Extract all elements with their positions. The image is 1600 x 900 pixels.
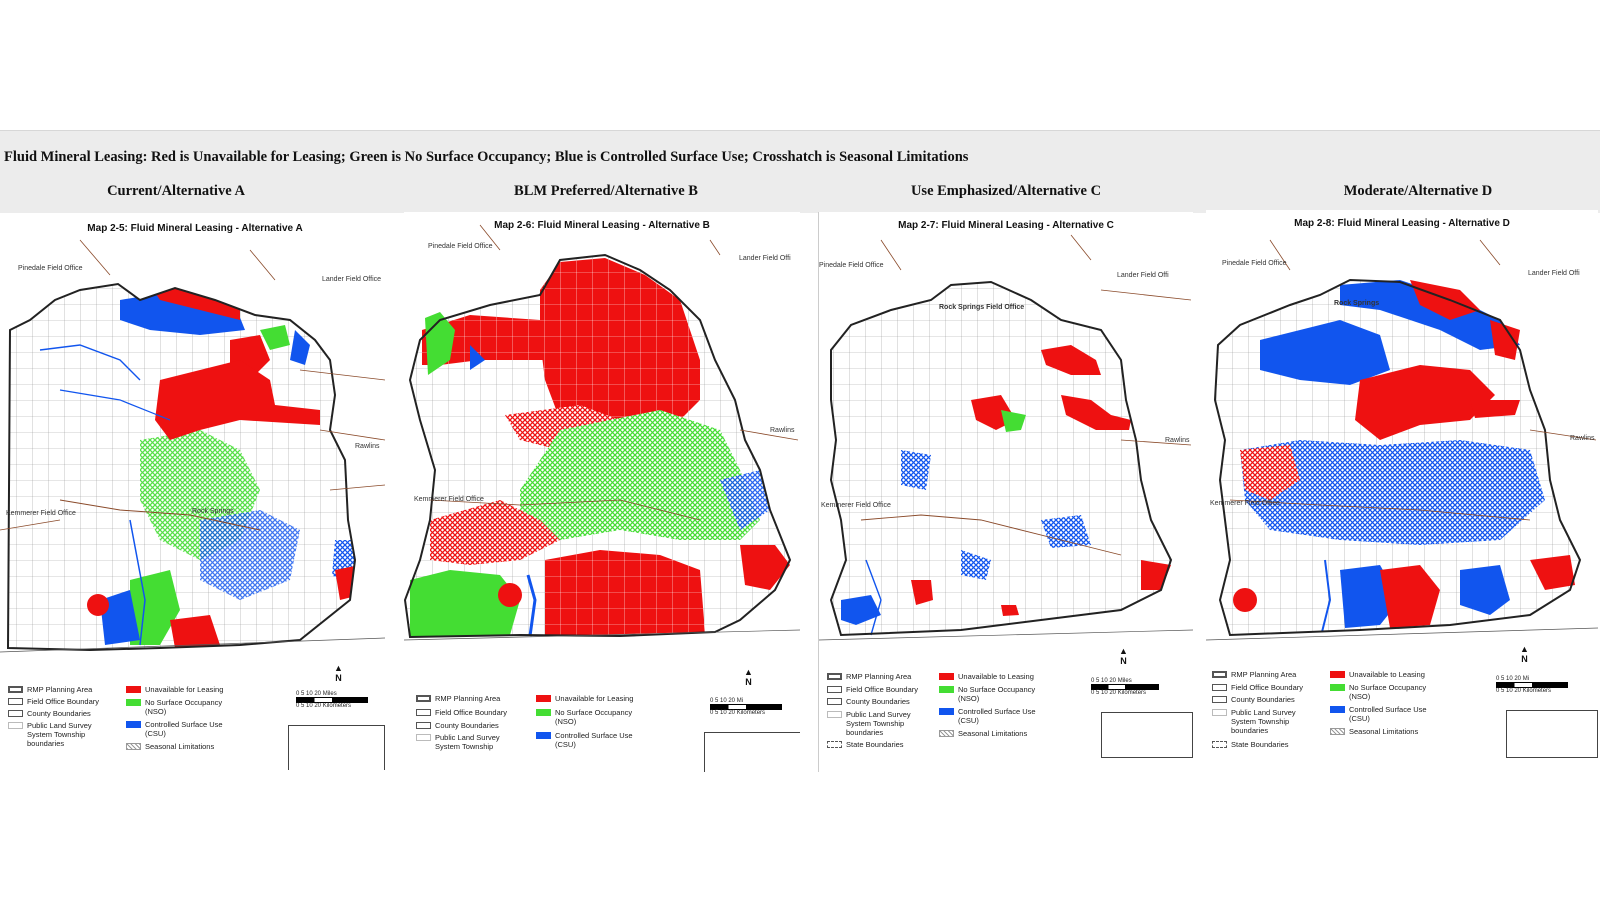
alt-b-label: BLM Preferred/Alternative B	[514, 183, 698, 199]
scale-bar: 0 5 10 20 Mi 0 5 10 20 Kilometers	[710, 698, 782, 716]
legend-county: County Boundaries	[1212, 695, 1295, 704]
legend-plss: Public Land Survey System Township	[416, 733, 516, 751]
label-pinedale: Pinedale Field Office	[1222, 260, 1287, 267]
legend-unavailable: Unavailable to Leasing	[1330, 670, 1425, 679]
map-legend: RMP Planning Area Field Office Boundary …	[1212, 670, 1592, 765]
map-a	[0, 239, 386, 653]
map-panel-b: Map 2-6: Fluid Mineral Leasing - Alterna…	[404, 212, 800, 772]
label-pinedale: Pinedale Field Office	[428, 243, 493, 250]
label-rawlins: Rawlins	[770, 427, 795, 434]
label-lander: Lander Field Offi	[1117, 272, 1169, 279]
label-pinedale: Pinedale Field Office	[18, 265, 83, 272]
legend-state: State Boundaries	[827, 740, 904, 749]
map-c	[819, 234, 1193, 641]
legend-county: County Boundaries	[416, 721, 499, 730]
label-kemmerer: Kemmerer Field Office	[1210, 500, 1280, 507]
label-pinedale: Pinedale Field Office	[819, 262, 884, 269]
scale-bar: 0 5 10 20 Miles 0 5 10 20 Kilometers	[1091, 678, 1159, 696]
legend-nso: No Surface Occupancy (NSO)	[536, 708, 646, 726]
legend-seasonal: Seasonal Limitations	[939, 729, 1027, 738]
label-kemmerer: Kemmerer Field Office	[414, 496, 484, 503]
legend-rmp: RMP Planning Area	[827, 672, 911, 681]
legend-seasonal: Seasonal Limitations	[126, 742, 214, 751]
label-rawlins: Rawlins	[355, 443, 380, 450]
legend-banner: Fluid Mineral Leasing: Red is Unavailabl…	[0, 130, 1600, 213]
legend-csu: Controlled Surface Use (CSU)	[1330, 705, 1440, 723]
legend-field-office: Field Office Boundary	[8, 697, 99, 706]
legend-nso: No Surface Occupancy (NSO)	[939, 685, 1049, 703]
legend-unavailable: Unavailable for Leasing	[126, 685, 223, 694]
legend-unavailable: Unavailable for Leasing	[536, 694, 633, 703]
label-rawlins: Rawlins	[1165, 437, 1190, 444]
alt-a-label: Current/Alternative A	[107, 183, 245, 199]
label-rock-springs: Rock Springs	[192, 508, 234, 515]
legend-unavailable: Unavailable to Leasing	[939, 672, 1034, 681]
locator-inset	[1101, 712, 1193, 758]
banner-title: Fluid Mineral Leasing: Red is Unavailabl…	[4, 149, 969, 165]
legend-county: County Boundaries	[8, 709, 91, 718]
legend-rmp: RMP Planning Area	[8, 685, 92, 694]
scale-bar: 0 5 10 20 Mi 0 5 10 20 Kilometers	[1496, 676, 1568, 694]
legend-plss: Public Land Survey System Township bound…	[8, 721, 108, 748]
legend-seasonal: Seasonal Limitations	[1330, 727, 1418, 736]
north-arrow: ▲ N	[744, 667, 753, 687]
legend-state: State Boundaries	[1212, 740, 1289, 749]
label-rawlins: Rawlins	[1570, 435, 1595, 442]
label-rock-springs: Rock Springs Field Office	[939, 304, 1025, 311]
map-legend: RMP Planning Area Field Office Boundary …	[416, 694, 796, 772]
label-kemmerer: Kemmerer Field Office	[6, 510, 76, 517]
label-lander: Lander Field Offi	[739, 255, 791, 262]
label-kemmerer: Kemmerer Field Office	[821, 502, 891, 509]
alt-c-label: Use Emphasized/Alternative C	[910, 183, 1102, 199]
map-panel-d: Map 2-8: Fluid Mineral Leasing - Alterna…	[1206, 210, 1598, 770]
legend-csu: Controlled Surface Use (CSU)	[939, 707, 1049, 725]
legend-field-office: Field Office Boundary	[827, 685, 918, 694]
north-arrow: ▲ N	[1119, 646, 1128, 666]
label-lander: Lander Field Office	[322, 276, 382, 283]
legend-rmp: RMP Planning Area	[416, 694, 500, 703]
legend-rmp: RMP Planning Area	[1212, 670, 1296, 679]
label-lander: Lander Field Offi	[1528, 270, 1580, 277]
map-title: Map 2-6: Fluid Mineral Leasing - Alterna…	[494, 220, 710, 231]
map-title: Map 2-5: Fluid Mineral Leasing - Alterna…	[87, 223, 303, 234]
scale-bar: 0 5 10 20 Miles 0 5 10 20 Kilometers	[296, 691, 368, 709]
north-arrow: ▲ N	[1520, 644, 1529, 664]
map-b	[404, 224, 800, 641]
legend-plss: Public Land Survey System Township bound…	[827, 710, 927, 737]
map-legend: RMP Planning Area Field Office Boundary …	[8, 685, 388, 770]
locator-inset	[704, 732, 800, 772]
map-title: Map 2-7: Fluid Mineral Leasing - Alterna…	[898, 220, 1114, 231]
label-rock-springs: Rock Springs	[1334, 300, 1380, 307]
map-title: Map 2-8: Fluid Mineral Leasing - Alterna…	[1294, 218, 1510, 229]
legend-csu: Controlled Surface Use (CSU)	[536, 731, 646, 749]
locator-inset	[288, 725, 385, 770]
north-arrow: ▲ N	[334, 663, 343, 683]
legend-plss: Public Land Survey System Township bound…	[1212, 708, 1312, 735]
legend-nso: No Surface Occupancy (NSO)	[1330, 683, 1440, 701]
map-d	[1206, 239, 1598, 641]
map-legend: RMP Planning Area Field Office Boundary …	[827, 672, 1187, 767]
legend-csu: Controlled Surface Use (CSU)	[126, 720, 236, 738]
map-panel-c: Map 2-7: Fluid Mineral Leasing - Alterna…	[818, 212, 1193, 772]
legend-nso: No Surface Occupancy (NSO)	[126, 698, 236, 716]
legend-field-office: Field Office Boundary	[416, 708, 507, 717]
legend-field-office: Field Office Boundary	[1212, 683, 1303, 692]
alt-d-label: Moderate/Alternative D	[1343, 183, 1493, 199]
map-panel-a: Map 2-5: Fluid Mineral Leasing - Alterna…	[0, 215, 390, 770]
legend-county: County Boundaries	[827, 697, 910, 706]
locator-inset	[1506, 710, 1598, 758]
